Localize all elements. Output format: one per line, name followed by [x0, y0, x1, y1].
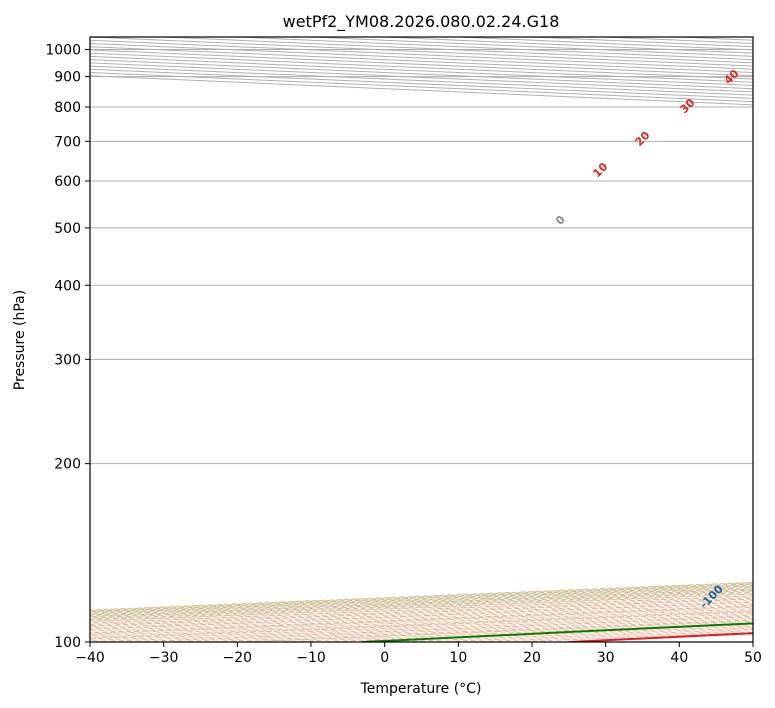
x-tick-label: 50 — [744, 650, 762, 666]
chart-title: wetPf2_YM08.2026.080.02.24.G18 — [283, 12, 560, 32]
x-tick-label: 20 — [523, 650, 541, 666]
y-tick-label: 100 — [54, 635, 81, 651]
x-tick-label: −40 — [75, 650, 105, 666]
x-tick-label: 10 — [449, 650, 467, 666]
y-tick-label: 400 — [54, 278, 81, 294]
y-tick-label: 1000 — [45, 43, 81, 59]
x-axis-label: Temperature (°C) — [360, 681, 482, 697]
x-tick-label: 30 — [597, 650, 615, 666]
plot-frame — [89, 36, 754, 643]
y-tick-label: 300 — [54, 352, 81, 368]
y-tick-label: 900 — [54, 70, 81, 86]
pressure-gridlines — [90, 49, 753, 642]
x-tick-label: −30 — [149, 650, 179, 666]
y-tick-label: 800 — [54, 100, 81, 116]
y-tick-label: 600 — [54, 174, 81, 190]
y-axis-ticks: 100 200 300 400 500 600 700 800 900 1000 — [45, 43, 90, 651]
y-axis-label: Pressure (hPa) — [12, 290, 28, 390]
x-tick-label: 0 — [380, 650, 389, 666]
x-tick-label: −10 — [296, 650, 326, 666]
plot-area: 0.10.20.40.611.52346810131620253036-100-… — [90, 37, 753, 642]
y-tick-label: 500 — [54, 221, 81, 237]
y-tick-label: 200 — [54, 457, 81, 473]
x-tick-label: −20 — [223, 650, 253, 666]
x-axis-ticks: −40 −30 −20 −10 0 10 20 30 40 50 — [75, 642, 762, 666]
x-tick-label: 40 — [670, 650, 688, 666]
y-tick-label: 700 — [54, 134, 81, 150]
